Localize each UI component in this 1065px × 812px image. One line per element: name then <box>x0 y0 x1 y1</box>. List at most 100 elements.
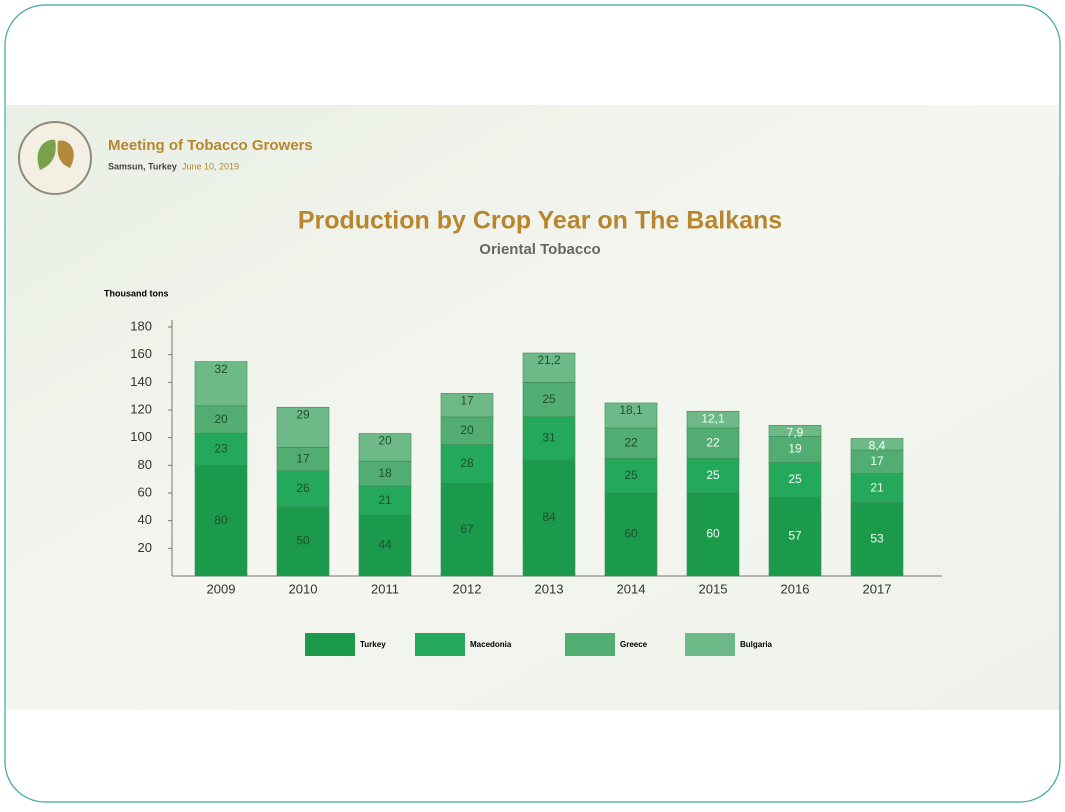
legend-swatch <box>415 633 465 656</box>
x-tick-label: 2013 <box>535 581 564 596</box>
value-label: 21 <box>870 480 884 494</box>
value-label: 7,9 <box>787 426 804 440</box>
value-label: 32 <box>214 362 228 376</box>
value-label: 17 <box>870 454 884 468</box>
value-label: 31 <box>542 431 556 445</box>
bar-segment <box>276 506 330 577</box>
value-label: 25 <box>706 468 720 482</box>
y-tick-label: 180 <box>130 318 152 333</box>
value-label: 17 <box>460 394 474 408</box>
value-label: 25 <box>624 468 638 482</box>
bar-segment <box>604 402 658 429</box>
value-label: 53 <box>870 532 884 546</box>
bar-segment <box>604 458 658 494</box>
value-label: 26 <box>296 481 310 495</box>
bar-segment <box>194 405 248 434</box>
value-label: 20 <box>460 423 474 437</box>
bar-segment <box>604 427 658 459</box>
bar-segment <box>604 492 658 577</box>
bar-segment <box>686 410 740 429</box>
bar-segment <box>358 485 412 516</box>
y-tick-label: 40 <box>138 512 152 527</box>
value-label: 8,4 <box>869 439 886 453</box>
bar-segment <box>440 393 494 418</box>
bar-segment <box>194 465 248 577</box>
bar-segment <box>440 416 494 445</box>
value-label: 60 <box>706 527 720 541</box>
bar-segment <box>276 406 330 448</box>
x-tick-label: 2011 <box>371 581 399 596</box>
value-label: 21,2 <box>537 353 561 367</box>
x-tick-label: 2015 <box>699 581 728 596</box>
value-label: 19 <box>788 442 802 456</box>
bar-segment <box>276 470 330 508</box>
value-label: 21 <box>378 493 392 507</box>
bar-segment <box>686 492 740 577</box>
bar-segment <box>194 433 248 466</box>
value-label: 17 <box>296 451 310 465</box>
x-tick-label: 2014 <box>617 581 646 596</box>
event-date: June 10, 2019 <box>182 161 239 171</box>
bar-segment <box>768 496 822 577</box>
value-label: 57 <box>788 529 802 543</box>
legend-label: Greece <box>620 640 648 649</box>
bar-segment <box>850 502 904 577</box>
value-label: 25 <box>788 472 802 486</box>
value-label: 22 <box>706 435 720 449</box>
bar-segment <box>522 459 576 577</box>
logo-leaf <box>37 139 56 170</box>
chart-title: Production by Crop Year on The Balkans <box>298 207 782 235</box>
legend-swatch <box>305 633 355 656</box>
y-axis-label: Thousand tons <box>104 288 169 298</box>
bar-segment <box>686 458 740 494</box>
value-label: 25 <box>542 392 556 406</box>
bar-segment <box>358 460 412 487</box>
value-label: 29 <box>296 407 310 421</box>
value-label: 84 <box>542 510 556 524</box>
value-label: 12,1 <box>701 411 725 425</box>
y-tick-label: 140 <box>130 374 152 389</box>
bar-segment <box>768 462 822 498</box>
bar-segment <box>522 352 576 383</box>
value-label: 18 <box>378 466 392 480</box>
x-tick-label: 2016 <box>781 581 810 596</box>
value-label: 23 <box>214 442 228 456</box>
bar-segment <box>522 382 576 418</box>
legend-swatch <box>565 633 615 656</box>
value-label: 20 <box>214 412 228 426</box>
legend-label: Macedonia <box>470 640 512 649</box>
logo-leaf <box>57 140 74 168</box>
bar-segment <box>194 361 248 407</box>
bar-segment <box>440 444 494 484</box>
value-label: 20 <box>378 434 392 448</box>
bar-segment <box>768 425 822 437</box>
bar-segment <box>850 438 904 451</box>
y-tick-label: 20 <box>138 540 152 555</box>
value-label: 80 <box>214 513 228 527</box>
y-tick-label: 100 <box>130 429 152 444</box>
value-label: 67 <box>460 522 474 536</box>
bar-segment <box>358 433 412 462</box>
chart-subtitle: Oriental Tobacco <box>479 241 600 258</box>
bar-segment <box>850 473 904 503</box>
x-tick-label: 2012 <box>453 581 482 596</box>
legend-swatch <box>685 633 735 656</box>
event-place: Samsun, Turkey <box>108 161 177 171</box>
value-label: 18,1 <box>619 403 643 417</box>
x-tick-label: 2010 <box>289 581 318 596</box>
value-label: 50 <box>296 534 310 548</box>
y-tick-label: 160 <box>130 346 152 361</box>
y-tick-label: 60 <box>138 484 152 499</box>
x-tick-label: 2009 <box>207 581 236 596</box>
logo <box>18 121 92 195</box>
bar-segment <box>358 514 412 577</box>
event-title: Meeting of Tobacco Growers <box>108 137 313 154</box>
x-tick-label: 2017 <box>863 581 892 596</box>
y-tick-label: 80 <box>138 457 152 472</box>
value-label: 44 <box>378 538 392 552</box>
bar-segment <box>768 435 822 463</box>
y-tick-label: 120 <box>130 401 152 416</box>
value-label: 28 <box>460 456 474 470</box>
